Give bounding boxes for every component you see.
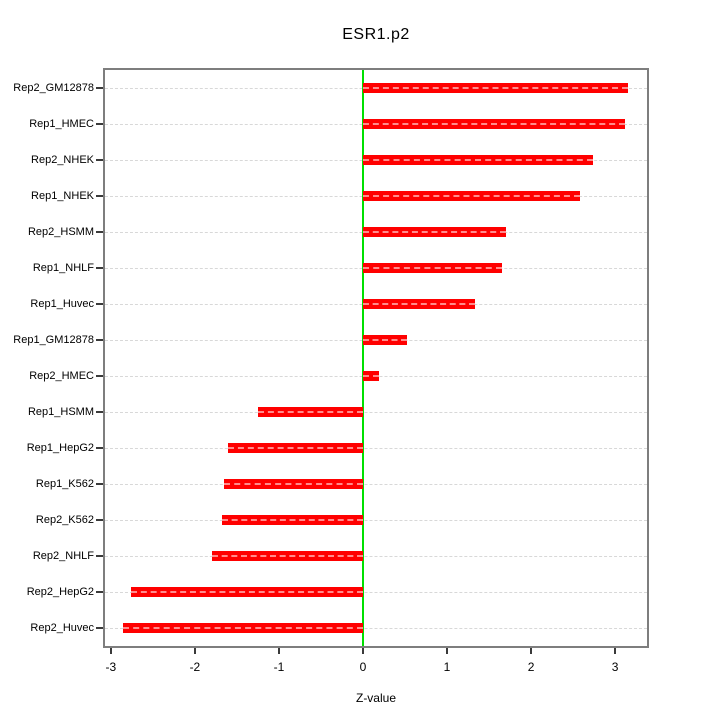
- bar: [362, 263, 502, 273]
- x-axis-title: Z-value: [355, 691, 396, 705]
- y-axis-tick: [96, 555, 103, 557]
- gridline: [105, 483, 647, 485]
- bar-dash-pattern: [362, 231, 506, 233]
- category-label: Rep1_HSMM: [27, 405, 94, 418]
- category-label: Rep1_HepG2: [26, 441, 94, 454]
- bar-dash-pattern: [362, 123, 626, 125]
- bar: [211, 551, 363, 561]
- x-tick-label: -2: [189, 660, 201, 674]
- y-axis-tick: [96, 87, 103, 89]
- x-tick-label: 1: [443, 660, 451, 674]
- gridline: [105, 555, 647, 557]
- y-axis-tick: [96, 519, 103, 521]
- x-tick-label: -1: [273, 660, 285, 674]
- x-tick-label: 3: [611, 660, 619, 674]
- bar: [362, 299, 475, 309]
- bar-dash-pattern: [221, 519, 363, 521]
- bar: [362, 83, 628, 93]
- y-axis-tick: [96, 159, 103, 161]
- bar-dash-pattern: [227, 447, 363, 449]
- bar: [362, 155, 594, 165]
- zero-reference-line: [361, 70, 364, 646]
- y-axis-tick: [96, 375, 103, 377]
- bar-dash-pattern: [362, 267, 502, 269]
- bar: [123, 623, 363, 633]
- x-tick-label: -3: [105, 660, 117, 674]
- category-label: Rep2_Huvec: [30, 621, 94, 634]
- y-axis-tick: [96, 303, 103, 305]
- category-label: Rep1_Huvec: [30, 297, 94, 310]
- category-label: Rep2_NHLF: [32, 549, 94, 562]
- bar: [257, 407, 363, 417]
- bar: [221, 515, 363, 525]
- gridline: [105, 411, 647, 413]
- category-label: Rep2_HSMM: [27, 225, 94, 238]
- y-axis-tick: [96, 195, 103, 197]
- y-axis-tick: [96, 483, 103, 485]
- y-axis-tick: [96, 447, 103, 449]
- bar-dash-pattern: [362, 303, 475, 305]
- bar: [131, 587, 363, 597]
- bar-dash-pattern: [362, 339, 407, 341]
- x-axis-tick: [362, 648, 364, 654]
- x-axis-tick: [530, 648, 532, 654]
- bar: [227, 443, 363, 453]
- y-axis-tick: [96, 267, 103, 269]
- gridline: [105, 627, 647, 629]
- x-axis-tick: [278, 648, 280, 654]
- bar: [362, 119, 626, 129]
- x-tick-label: 2: [527, 660, 535, 674]
- chart-title: ESR1.p2: [342, 26, 410, 43]
- x-axis-tick: [446, 648, 448, 654]
- category-label: Rep2_GM12878: [13, 81, 94, 94]
- y-axis-tick: [96, 339, 103, 341]
- bar: [362, 371, 379, 381]
- gridline: [105, 447, 647, 449]
- gridline: [105, 591, 647, 593]
- category-label: Rep2_HepG2: [26, 585, 94, 598]
- bar-dash-pattern: [123, 627, 363, 629]
- category-label: Rep1_NHEK: [31, 189, 94, 202]
- bar: [224, 479, 363, 489]
- bar-dash-pattern: [131, 591, 363, 593]
- category-label: Rep2_HMEC: [29, 369, 94, 382]
- bar-dash-pattern: [224, 483, 363, 485]
- y-axis-tick: [96, 411, 103, 413]
- category-label: Rep1_K562: [35, 477, 94, 490]
- gridline: [105, 519, 647, 521]
- x-axis-tick: [194, 648, 196, 654]
- category-label: Rep1_NHLF: [32, 261, 94, 274]
- y-axis-tick: [96, 627, 103, 629]
- bar: [362, 335, 407, 345]
- x-tick-label: 0: [359, 660, 367, 674]
- bar-dash-pattern: [362, 87, 628, 89]
- bar-dash-pattern: [257, 411, 363, 413]
- category-label: Rep2_NHEK: [31, 153, 94, 166]
- x-axis-tick: [110, 648, 112, 654]
- bar-dash-pattern: [211, 555, 363, 557]
- y-axis-tick: [96, 591, 103, 593]
- x-axis-tick: [614, 648, 616, 654]
- bar-dash-pattern: [362, 195, 580, 197]
- y-axis-tick: [96, 231, 103, 233]
- category-label: Rep1_HMEC: [29, 117, 94, 130]
- category-label: Rep1_GM12878: [13, 333, 94, 346]
- category-label: Rep2_K562: [35, 513, 94, 526]
- bar-dash-pattern: [362, 375, 379, 377]
- bar: [362, 227, 506, 237]
- y-axis-tick: [96, 123, 103, 125]
- bar-dash-pattern: [362, 159, 594, 161]
- bar: [362, 191, 580, 201]
